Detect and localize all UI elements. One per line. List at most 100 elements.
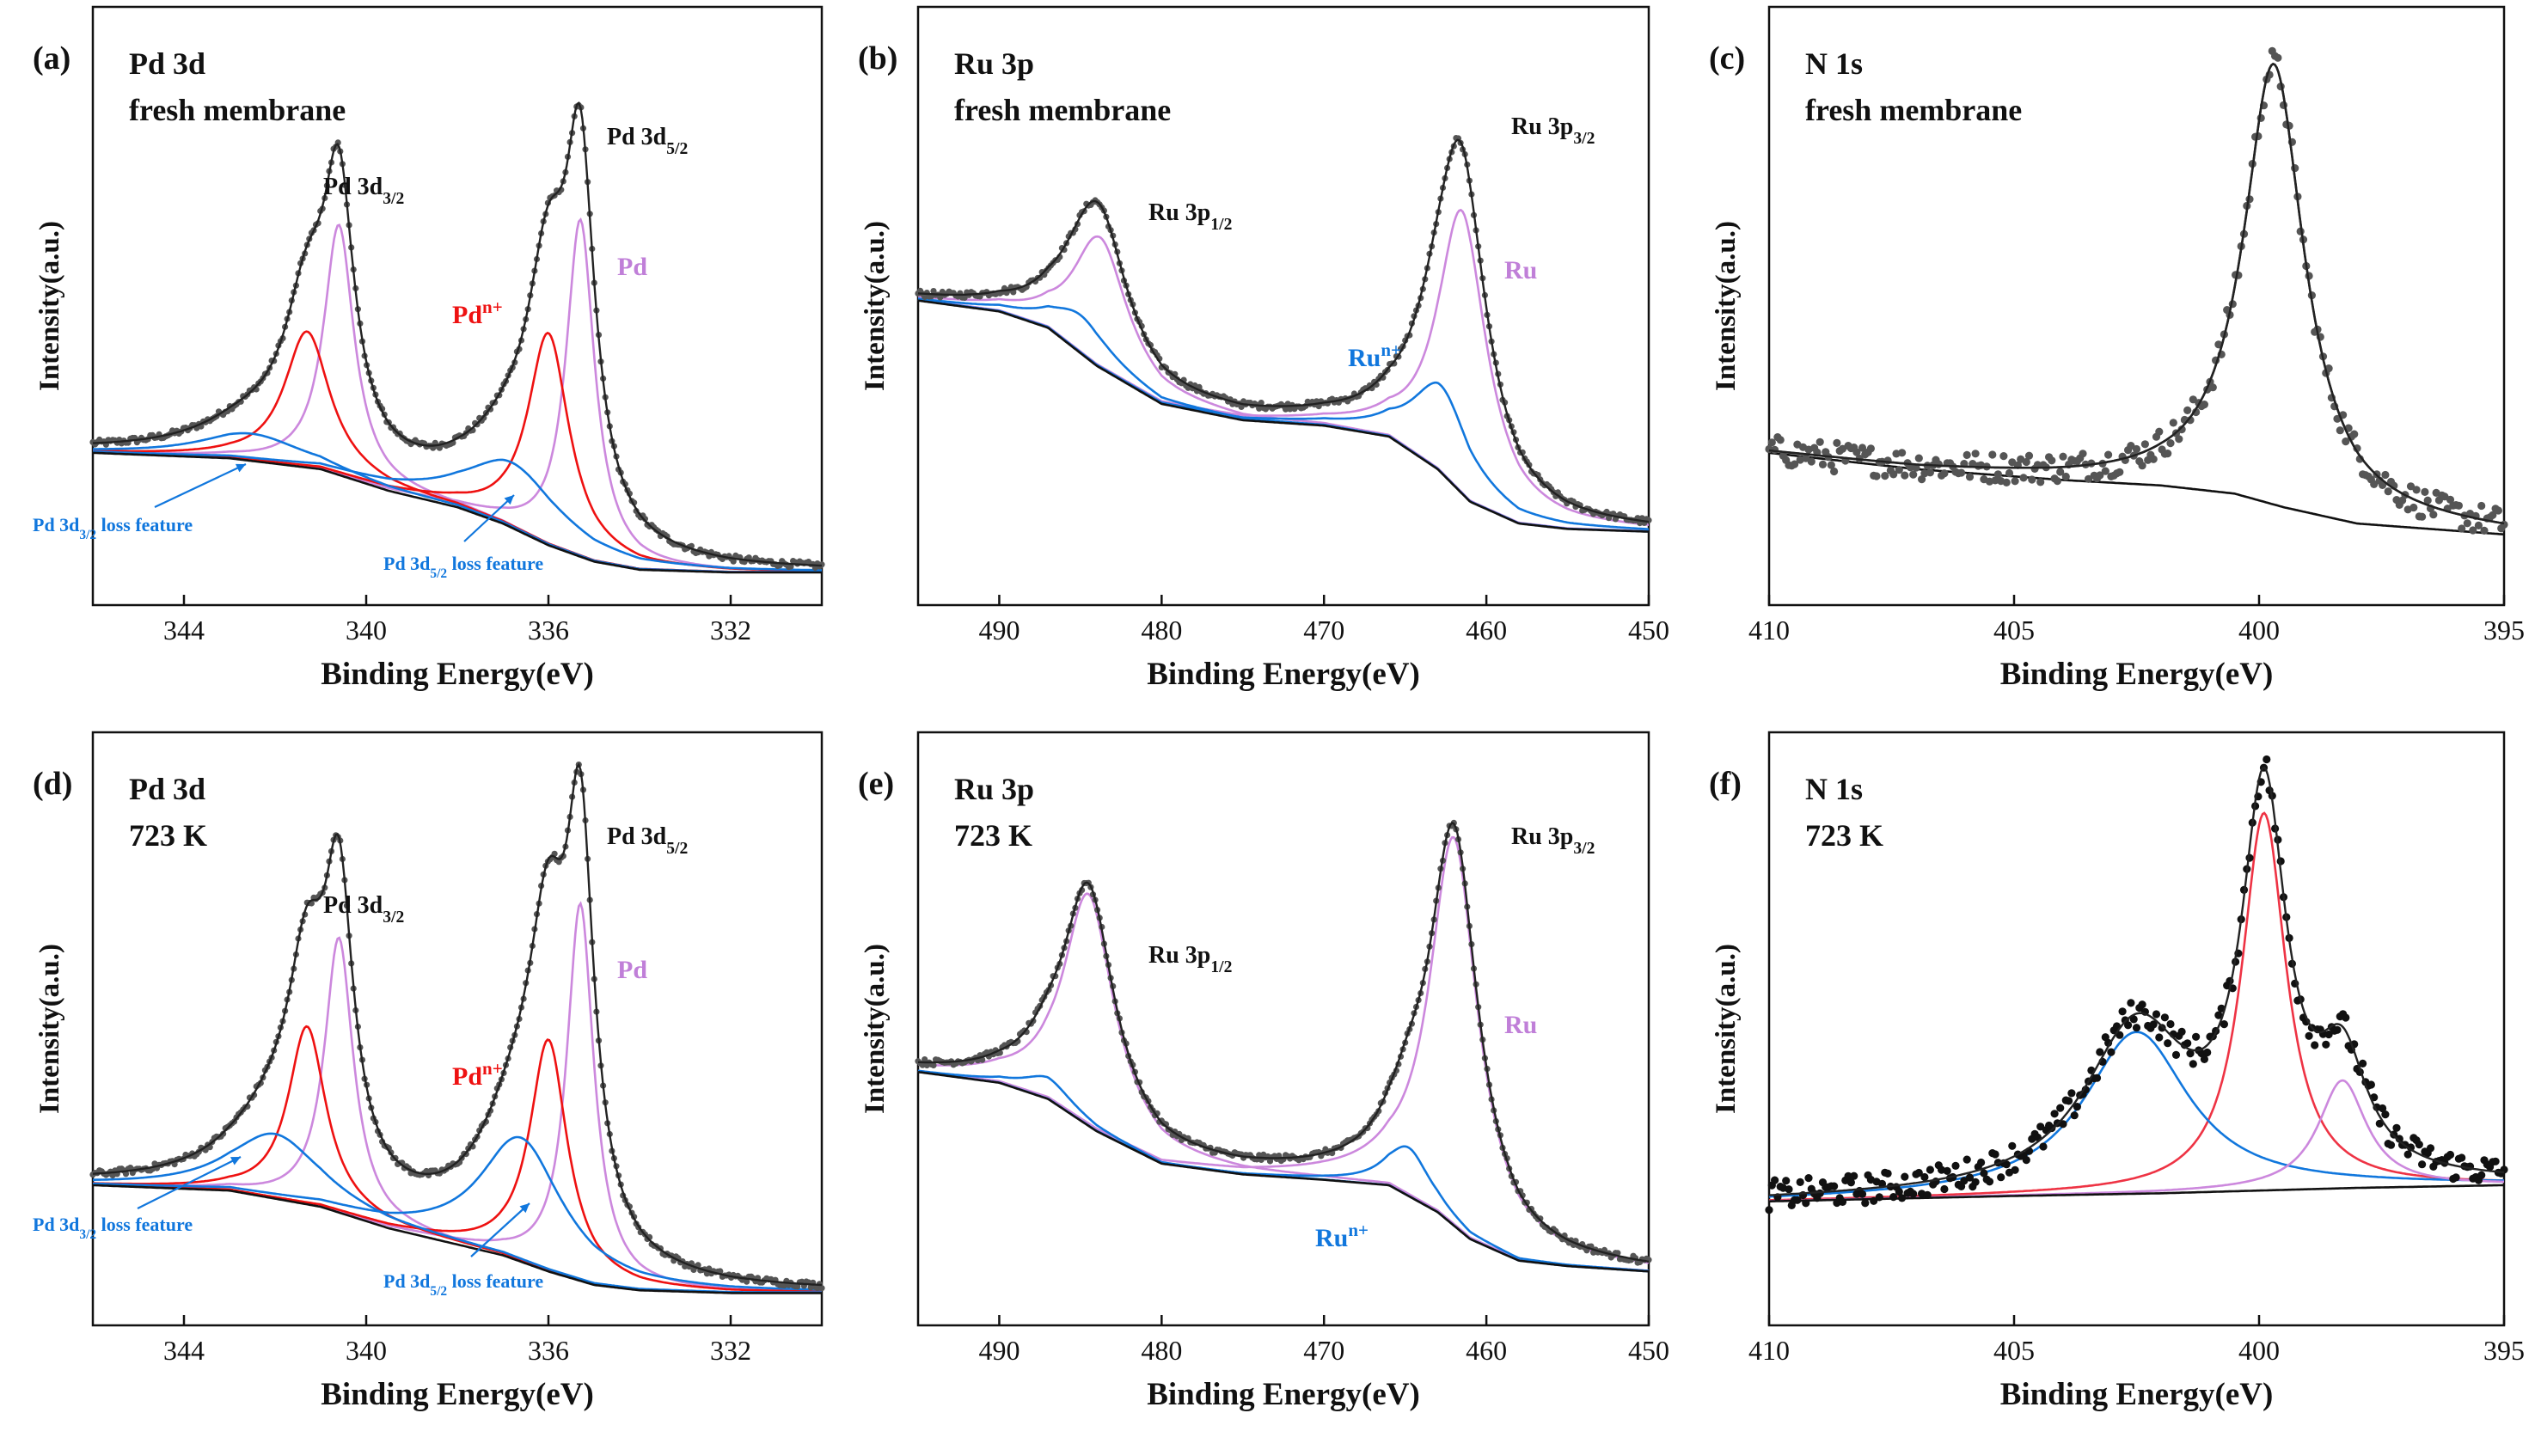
loss-label-left-tail: loss feature bbox=[96, 514, 193, 535]
data-point bbox=[2381, 1110, 2390, 1119]
panel-e: 490 480 470 460 450 Binding Energy(eV) Intensi… bbox=[858, 731, 1669, 1412]
x-axis-label: Binding Energy(eV) bbox=[2000, 1377, 2274, 1412]
data-point bbox=[2036, 1123, 2045, 1131]
oxide-label-main: Ru bbox=[1315, 1224, 1348, 1252]
panel-f: 410 405 400 395 Binding Energy(eV) Intensity(… bbox=[1709, 731, 2525, 1412]
data-point bbox=[922, 1056, 928, 1063]
data-point bbox=[2002, 1160, 2011, 1169]
peak-label-left: Ru 3p1/2 bbox=[1148, 199, 1232, 234]
data-point bbox=[2177, 1027, 2186, 1036]
data-point bbox=[1838, 1197, 1847, 1206]
x-tick-label: 480 bbox=[1141, 1335, 1182, 1366]
data-point bbox=[1965, 1173, 1975, 1182]
arrowhead bbox=[504, 495, 514, 505]
peak-label-right-main: Pd 3d bbox=[607, 124, 667, 150]
data-point bbox=[1844, 1172, 1852, 1180]
data-point bbox=[1537, 1215, 1544, 1222]
data-point bbox=[2011, 477, 2019, 486]
data-point bbox=[2019, 474, 2028, 482]
oxide-label-main: Pd bbox=[452, 301, 482, 329]
data-point bbox=[2469, 526, 2477, 535]
data-point bbox=[1926, 1165, 1934, 1174]
data-point bbox=[2423, 496, 2432, 505]
data-point bbox=[2096, 471, 2104, 480]
data-point bbox=[2474, 521, 2483, 530]
data-point bbox=[2059, 1120, 2067, 1129]
component-curve-pd bbox=[92, 217, 822, 572]
data-point bbox=[2036, 478, 2045, 486]
data-point bbox=[1776, 436, 1785, 444]
peak-label-right-subscript: 5/2 bbox=[666, 840, 688, 858]
data-point bbox=[2050, 1110, 2059, 1118]
data-point bbox=[1962, 1155, 1971, 1164]
data-point bbox=[1767, 438, 1776, 447]
data-point bbox=[2429, 511, 2438, 519]
loss-label-right-subscript: 5/2 bbox=[430, 1284, 447, 1299]
data-point bbox=[2127, 999, 2135, 1007]
data-point bbox=[1988, 450, 1997, 459]
data-point bbox=[2379, 1104, 2387, 1113]
data-point bbox=[2138, 1000, 2146, 1009]
peak-label-right-main: Ru 3p bbox=[1511, 823, 1573, 850]
data-point bbox=[1833, 438, 1841, 447]
data-point bbox=[2421, 487, 2429, 497]
plot-frame bbox=[91, 731, 824, 1327]
panel-subtitle: 723 K bbox=[129, 818, 207, 853]
x-tick-label: 332 bbox=[710, 1335, 751, 1366]
data-point bbox=[1889, 470, 1898, 479]
data-point bbox=[2101, 467, 2109, 475]
data-point bbox=[2005, 468, 2014, 478]
data-point bbox=[2002, 478, 2011, 487]
y-axis-label: Intensity(a.u.) bbox=[1711, 221, 1742, 391]
data-point bbox=[2220, 1020, 2228, 1029]
data-point bbox=[2375, 1119, 2384, 1128]
loss-label-right-main: Pd 3d bbox=[383, 1270, 430, 1292]
x-tick-label: 405 bbox=[1993, 1335, 2035, 1366]
panel-subtitle: fresh membrane bbox=[129, 93, 346, 127]
x-tick-label: 410 bbox=[1748, 1335, 1790, 1366]
peak-label-left-subscript: 1/2 bbox=[1210, 958, 1232, 976]
data-point bbox=[2406, 482, 2416, 491]
data-point bbox=[2149, 455, 2158, 463]
peak-label-left-subscript: 3/2 bbox=[383, 908, 404, 927]
data-point bbox=[2028, 475, 2036, 484]
x-tick-label: 410 bbox=[1748, 615, 1790, 645]
data-point bbox=[2177, 425, 2186, 434]
data-point bbox=[2336, 426, 2344, 435]
data-point bbox=[1914, 454, 1923, 462]
data-point bbox=[2124, 1021, 2133, 1030]
data-point bbox=[2489, 511, 2497, 519]
data-point bbox=[1875, 1193, 1883, 1202]
plot-frame bbox=[1767, 731, 2506, 1327]
data-point bbox=[2395, 1135, 2403, 1143]
x-axis-label: Binding Energy(eV) bbox=[321, 1377, 594, 1412]
data-point bbox=[1898, 1194, 1907, 1202]
data-point bbox=[1977, 1158, 1986, 1167]
data-point bbox=[1895, 466, 1903, 474]
data-point bbox=[1999, 452, 2008, 461]
data-point bbox=[1818, 460, 1828, 469]
metal-label: Pd bbox=[617, 956, 647, 984]
data-point bbox=[1870, 1196, 1878, 1205]
panel-d: 344 340 336 332 Binding Energy(eV) Intensity(… bbox=[33, 731, 825, 1412]
loss-label-left-subscript: 3/2 bbox=[79, 528, 96, 542]
x-tick-label: 490 bbox=[978, 1335, 1020, 1366]
data-point bbox=[2274, 53, 2282, 62]
data-point bbox=[2152, 1010, 2161, 1019]
data-point bbox=[1940, 469, 1949, 478]
data-point bbox=[2107, 1048, 2116, 1056]
loss-label-right: Pd 3d5/2 loss feature bbox=[383, 1270, 543, 1299]
panel-letter: (e) bbox=[858, 766, 894, 802]
x-tick-label: 332 bbox=[710, 615, 751, 645]
panel-title: Pd 3d bbox=[129, 772, 205, 806]
data-point bbox=[1796, 1178, 1804, 1186]
plot-frame bbox=[1767, 5, 2506, 607]
x-tick-label: 490 bbox=[978, 615, 1020, 645]
data-point bbox=[1940, 1184, 1949, 1194]
data-point bbox=[2454, 501, 2463, 510]
data-point bbox=[1807, 457, 1816, 466]
panel-subtitle: fresh membrane bbox=[1805, 93, 2022, 127]
panel-title: Ru 3p bbox=[954, 772, 1034, 806]
x-tick-label: 450 bbox=[1628, 1335, 1669, 1366]
data-point bbox=[1765, 1206, 1773, 1214]
